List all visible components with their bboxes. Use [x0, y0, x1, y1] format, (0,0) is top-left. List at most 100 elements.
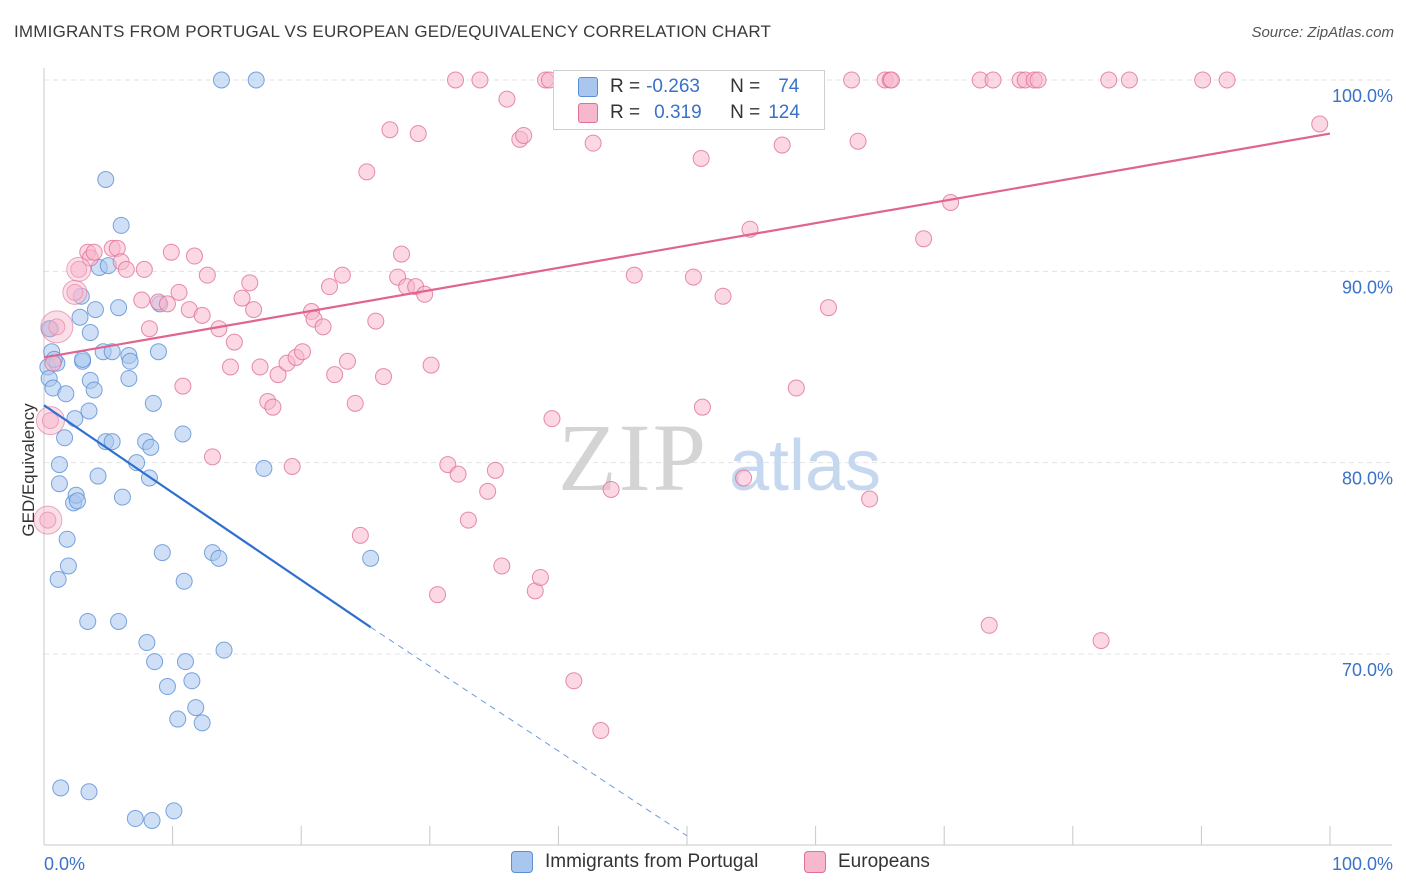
data-point [79, 612, 97, 630]
data-point [915, 230, 933, 248]
data-point [185, 247, 203, 265]
data-point [447, 71, 465, 89]
data-point [459, 511, 477, 529]
data-point [66, 256, 92, 282]
data-point [121, 352, 139, 370]
data-point [143, 811, 161, 829]
chart-title: IMMIGRANTS FROM PORTUGAL VS EUROPEAN GED… [14, 22, 772, 41]
data-point [531, 568, 549, 586]
legend-swatch-portugal [578, 77, 598, 97]
data-point [39, 511, 57, 529]
data-point [787, 379, 805, 397]
data-point [133, 291, 151, 309]
data-point [74, 350, 92, 368]
data-point [333, 266, 351, 284]
legend-label-europeans: Europeans [838, 851, 930, 872]
data-point [486, 461, 504, 479]
data-point [198, 266, 216, 284]
data-point [773, 136, 791, 154]
data-point [225, 333, 243, 351]
data-point [320, 278, 338, 296]
data-point [1120, 71, 1138, 89]
data-point [984, 71, 1002, 89]
data-point [50, 475, 68, 493]
data-point [117, 260, 135, 278]
data-point [1194, 71, 1212, 89]
data-point [565, 672, 583, 690]
data-point [429, 586, 447, 604]
grid-layer [44, 79, 1392, 655]
legend-item-europeans[interactable]: Europeans [804, 851, 930, 873]
data-point [449, 465, 467, 483]
data-point [498, 90, 516, 108]
legend-item-portugal[interactable]: Immigrants from Portugal [511, 851, 758, 873]
data-point [416, 285, 434, 303]
data-point [138, 634, 156, 652]
data-point [97, 170, 115, 188]
data-point [169, 710, 187, 728]
data-point [110, 612, 128, 630]
data-point [849, 132, 867, 150]
y-tick-label: 100.0% [1332, 86, 1393, 106]
legend-row-portugal: R = -0.263 N = 74 [578, 75, 799, 99]
legend-n-value-europeans: 124 [768, 102, 800, 123]
data-point [85, 381, 103, 399]
data-point [942, 193, 960, 211]
data-point [264, 398, 282, 416]
data-point [251, 358, 269, 376]
data-point [126, 810, 144, 828]
data-point [183, 672, 201, 690]
trend-line-portugal-extension [370, 626, 688, 837]
data-point [735, 469, 753, 487]
data-point [146, 653, 164, 671]
data-point [293, 343, 311, 361]
trend-line-portugal [43, 404, 372, 629]
data-point [1218, 71, 1236, 89]
trend-line-europeans [43, 132, 1331, 359]
data-point [70, 260, 88, 278]
data-point [174, 377, 192, 395]
data-point [215, 641, 233, 659]
data-point [142, 438, 160, 456]
data-point [89, 467, 107, 485]
data-point [381, 121, 399, 139]
data-point [56, 429, 74, 447]
data-point [144, 394, 162, 412]
data-point [57, 385, 75, 403]
watermark: ZIP atlas [558, 404, 881, 511]
x-tick-label: 100.0% [1332, 854, 1393, 874]
data-point [175, 572, 193, 590]
data-point [112, 216, 130, 234]
data-point [338, 352, 356, 370]
x-tick-label: 0.0% [44, 854, 85, 874]
data-point [393, 245, 411, 263]
data-point [66, 410, 84, 428]
data-point [367, 312, 385, 330]
data-point [85, 243, 103, 261]
data-point [362, 549, 380, 567]
legend-swatch-europeans [804, 851, 826, 873]
data-point [269, 366, 287, 384]
data-point [66, 283, 84, 301]
data-point [80, 783, 98, 801]
series-legend: Immigrants from Portugal Europeans [0, 851, 1406, 877]
data-point [233, 289, 251, 307]
data-point [153, 544, 171, 562]
data-point [113, 488, 131, 506]
data-point [422, 356, 440, 374]
data-point [543, 410, 561, 428]
watermark-atlas: atlas [729, 426, 881, 506]
legend-r-value-portugal: -0.263 [646, 76, 700, 97]
legend-n-label: N = [730, 76, 761, 97]
axes-layer [43, 68, 1392, 846]
y-tick-label: 80.0% [1342, 469, 1393, 489]
data-point [212, 71, 230, 89]
data-point [80, 402, 98, 420]
source-credit: Source: ZipAtlas.com [1251, 24, 1394, 41]
data-point [409, 125, 427, 143]
data-point [843, 71, 861, 89]
data-point [50, 456, 68, 474]
legend-row-europeans: R = 0.319 N = 124 [578, 101, 800, 125]
data-point [245, 301, 263, 319]
